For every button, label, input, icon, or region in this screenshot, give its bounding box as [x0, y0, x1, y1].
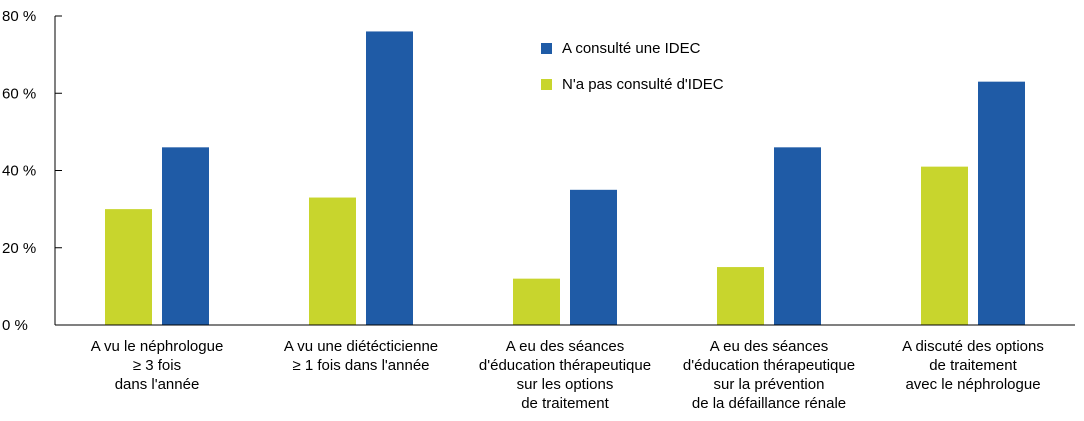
- category-label: A vu une diétécticienne ≥ 1 fois dans l'a…: [284, 338, 438, 374]
- x-axis: A vu le néphrologue ≥ 3 fois dans l'annéeA…: [55, 324, 1075, 412]
- bar-sans-idec: [921, 166, 968, 325]
- category-label-line: d'éducation thérapeutique: [479, 357, 651, 374]
- category-label-line: ≥ 3 fois: [133, 357, 181, 374]
- bar-sans-idec: [513, 278, 560, 325]
- category-label-line: d'éducation thérapeutique: [683, 357, 855, 374]
- bar-avec-idec: [162, 147, 209, 325]
- bar-avec-idec: [774, 147, 821, 325]
- bar-sans-idec: [105, 209, 152, 325]
- category-label-line: A eu des séances: [710, 338, 828, 355]
- category-label-line: sur les options: [517, 376, 614, 393]
- category-label: A eu des séances d'éducation thérapeutiqu…: [683, 338, 855, 412]
- category-label-line: A vu le néphrologue: [91, 338, 224, 355]
- category-label-line: de traitement: [929, 357, 1017, 374]
- y-axis: 0 % 20 % 40 % 60 % 80 %: [2, 8, 62, 334]
- y-tick-label: 20 %: [2, 240, 36, 257]
- category-label: A eu des séances d'éducation thérapeutiqu…: [479, 338, 651, 412]
- legend-label: N'a pas consulté d'IDEC: [562, 76, 724, 93]
- legend-swatch: [541, 79, 552, 90]
- y-tick-label: 0 %: [2, 317, 28, 334]
- category-label-line: ≥ 1 fois dans l'année: [292, 357, 429, 374]
- category-label: A vu le néphrologue ≥ 3 fois dans l'année: [91, 338, 224, 393]
- category-label-line: dans l'année: [115, 376, 200, 393]
- category-label-line: de la défaillance rénale: [692, 395, 846, 412]
- bar-sans-idec: [717, 267, 764, 325]
- legend-swatch: [541, 43, 552, 54]
- category-label-line: A discuté des options: [902, 338, 1044, 355]
- category-label-line: de traitement: [521, 395, 609, 412]
- category-label-line: sur la prévention: [714, 376, 825, 393]
- legend: A consulté une IDEC N'a pas consulté d'ID…: [541, 40, 724, 93]
- y-tick-label: 60 %: [2, 85, 36, 102]
- category-label-line: avec le néphrologue: [905, 376, 1040, 393]
- bars: [105, 31, 1025, 325]
- bar-sans-idec: [309, 197, 356, 325]
- category-label-line: A eu des séances: [506, 338, 624, 355]
- bar-avec-idec: [978, 81, 1025, 325]
- category-label-line: A vu une diétécticienne: [284, 338, 438, 355]
- bar-avec-idec: [366, 31, 413, 325]
- y-tick-label: 80 %: [2, 8, 36, 25]
- category-label: A discuté des options de traitement avec l…: [902, 338, 1044, 393]
- legend-label: A consulté une IDEC: [562, 40, 701, 57]
- y-tick-label: 40 %: [2, 163, 36, 180]
- bar-avec-idec: [570, 189, 617, 325]
